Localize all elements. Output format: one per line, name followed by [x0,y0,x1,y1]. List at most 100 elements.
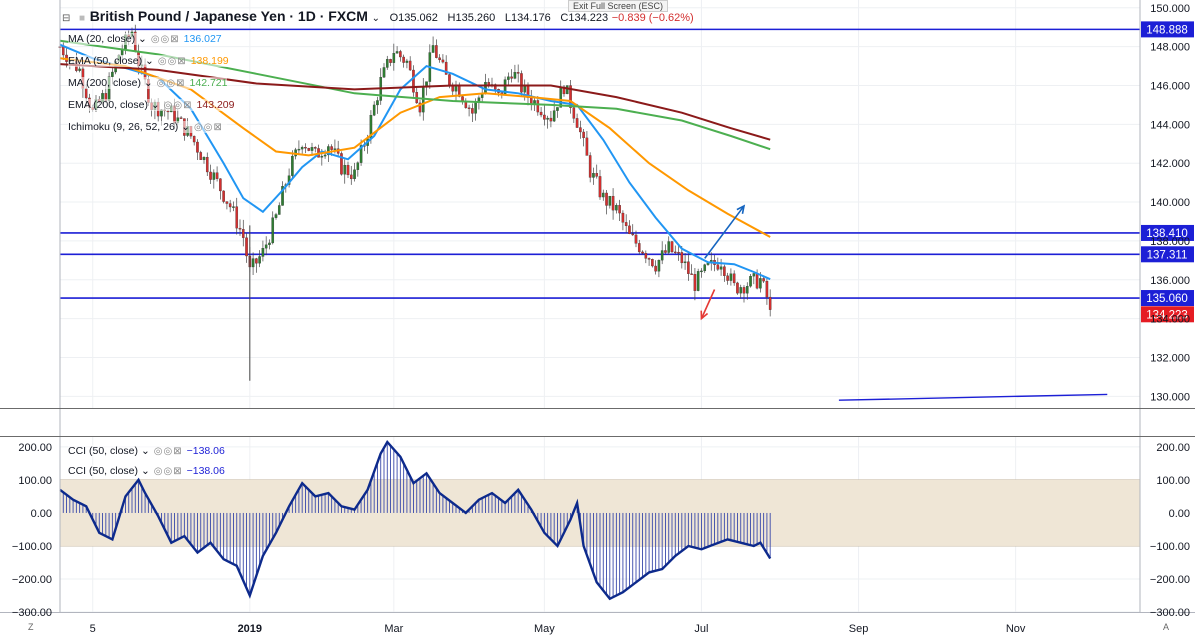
candle-body [559,86,563,108]
zoom-button[interactable]: Z [28,622,34,632]
chevron-down-icon[interactable]: ⌄ [142,55,154,67]
level-price-box [1141,290,1194,307]
candle-body [536,100,540,113]
legend-label: Ichimoku (9, 26, 52, 26) [68,121,179,133]
legend-row[interactable]: Ichimoku (9, 26, 52, 26) ⌄ ◎◎⊠ [68,121,227,133]
legend-value: 143.209 [196,99,235,111]
candle-body [313,147,317,149]
legend-controls-icon[interactable]: ◎◎⊠ [153,466,183,477]
y-tick-label: 150.000 [1150,3,1190,15]
candle-body [444,61,448,75]
candle-body [552,110,556,122]
candle-body [768,296,772,310]
chevron-down-icon[interactable]: ⌄ [178,121,191,133]
chevron-down-icon[interactable]: ⌄ [371,13,380,24]
ma-line [59,57,771,238]
cci-y-tick-label-right: −300.00 [1150,607,1190,619]
collapse-icon[interactable]: ⊟ [62,13,72,24]
candle-body [307,147,311,151]
chevron-down-icon[interactable]: ⌄ [138,445,150,457]
legend-row[interactable]: MA (200, close) ⌄ ◎◎⊠ 142.721 [68,77,228,89]
cci-y-tick-label-right: 200.00 [1156,442,1190,454]
legend-value: 136.027 [183,33,222,45]
candle-body [268,242,271,245]
candle-body [493,84,497,90]
level-price-label: 135.060 [1146,293,1188,305]
annotation-arrow-shaft [704,205,745,259]
candle-body [300,146,304,150]
candle-body [759,278,762,289]
candle-body [726,275,729,281]
last-price-box [1141,306,1194,323]
candle-body [556,107,559,111]
candle-body [261,248,265,257]
candle-body [575,118,579,128]
level-price-label: 148.888 [1146,24,1188,36]
candle-body [333,148,337,150]
axis-labels: 5 2019 Mar May Jul Sep Nov 130.000 132.000 134.00… [12,3,1190,635]
chevron-down-icon[interactable]: ⌄ [140,77,153,89]
cci-y-tick-label-right: 0.00 [1169,508,1190,520]
annotations[interactable] [700,204,1108,401]
candle-body [634,234,638,244]
chevron-down-icon[interactable]: ⌄ [138,465,150,477]
legend-controls-icon[interactable]: ◎◎⊠ [194,122,223,133]
candle-body [241,229,245,238]
candle-body [225,201,229,204]
candle-body [320,155,324,158]
candle-body [582,131,585,139]
candle-body [628,225,631,234]
legend-row[interactable]: EMA (50, close) ⌄ ◎◎⊠ 138.199 [68,55,229,67]
chevron-down-icon[interactable]: ⌄ [147,99,160,111]
cci-legend-row[interactable]: CCI (50, close) ⌄ ◎◎⊠ −138.06 [68,445,225,457]
candle-body [238,227,242,230]
candle-body [78,68,81,71]
candle-body [631,233,635,236]
candle-body [408,60,412,71]
candle-body [281,186,284,206]
legend-row[interactable]: MA (20, close) ⌄ ◎◎⊠ 136.027 [68,33,222,45]
candle-body [376,100,379,106]
candle-body [255,258,258,264]
y-tick-label: 138.000 [1150,236,1190,248]
candle-body [539,111,543,116]
x-tick-label: Jul [694,623,708,635]
y-tick-label: 130.000 [1150,391,1190,403]
auto-scale-button[interactable]: A [1163,622,1170,632]
legend-controls-icon[interactable]: ◎◎⊠ [163,100,193,111]
cci-legend-row[interactable]: CCI (50, close) ⌄ ◎◎⊠ −138.06 [68,465,225,477]
candle-body [637,243,641,253]
color-swatch-icon[interactable]: ■ [79,13,87,24]
candle-body [520,73,523,93]
legend-controls-icon[interactable]: ◎◎⊠ [156,78,186,89]
candle-body [624,222,628,227]
horizontal-levels[interactable]: 148.888 138.410 137.311 135.060 134.223 [60,21,1194,323]
candle-body [683,261,687,264]
cci-y-tick-label-left: 200.00 [18,442,52,454]
ohlc-high: H135.260 [447,12,496,24]
candle-body [454,85,458,92]
x-tick-label: May [534,623,555,635]
legend-row[interactable]: EMA (200, close) ⌄ ◎◎⊠ 143.209 [68,99,235,111]
price-change: −0.839 (−0.62%) [611,12,694,24]
chevron-down-icon[interactable]: ⌄ [135,33,147,45]
candle-body [739,287,743,294]
cci-line [59,439,772,601]
candle-body [310,147,314,151]
candle-body [245,237,248,257]
y-tick-label: 144.000 [1150,119,1190,131]
exit-fullscreen-button[interactable]: Exit Full Screen (ESC) [568,0,669,12]
legend-controls-icon[interactable]: ◎◎⊠ [157,56,187,67]
candle-body [392,53,396,63]
candle-body [641,251,644,254]
candle-body [264,244,268,249]
legend-controls-icon[interactable]: ◎◎⊠ [150,34,180,45]
legend-controls-icon[interactable]: ◎◎⊠ [153,446,183,457]
candle-body [399,51,402,58]
candle-body [389,59,392,63]
candle-body [716,264,720,270]
y-tick-label: 134.000 [1150,314,1190,326]
cci-y-tick-label-right: 100.00 [1156,475,1190,487]
candle-body [232,206,235,208]
